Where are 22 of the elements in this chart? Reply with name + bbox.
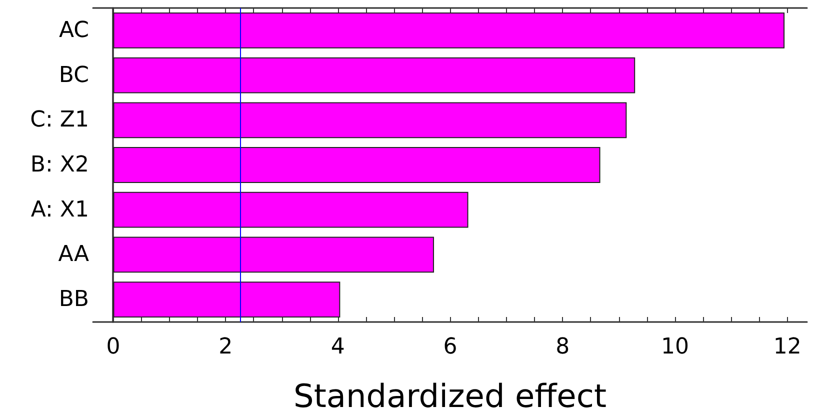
- bar: [113, 192, 468, 228]
- x-tick-label: 8: [556, 334, 570, 360]
- y-tick-label: C: Z1: [30, 108, 89, 133]
- bar: [113, 12, 785, 48]
- bar: [113, 57, 636, 94]
- y-tick-label: BB: [58, 287, 89, 312]
- bar: [113, 102, 627, 138]
- y-tick-label: A: X1: [30, 197, 89, 222]
- bar: [113, 147, 600, 183]
- x-tick-label: 10: [660, 334, 689, 360]
- x-tick-label: 2: [218, 334, 233, 360]
- bar: [113, 236, 434, 273]
- y-tick-label: AA: [58, 242, 89, 268]
- x-tick-label: 4: [330, 334, 345, 360]
- x-tick-label: 6: [443, 334, 458, 360]
- x-tick-label: 0: [106, 334, 120, 360]
- y-tick-label: AC: [58, 18, 89, 43]
- x-axis-title: Standardized effect: [294, 377, 606, 415]
- bar: [113, 282, 340, 318]
- x-tick-label: 12: [773, 334, 802, 360]
- y-tick-label: BC: [58, 62, 89, 88]
- y-tick-label: B: X2: [30, 152, 89, 178]
